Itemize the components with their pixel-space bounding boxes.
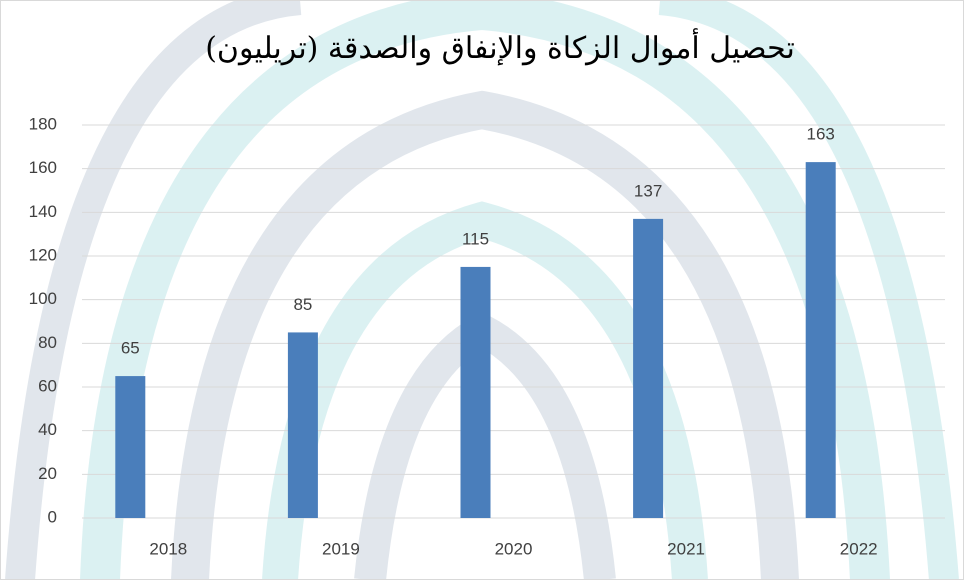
chart-title: تحصيل أموال الزكاة والإنفاق والصدقة (تري… — [205, 28, 795, 66]
x-tick-label: 2018 — [149, 539, 187, 558]
y-tick-label: 100 — [29, 289, 57, 308]
y-tick-label: 80 — [38, 333, 57, 352]
data-label: 65 — [121, 339, 140, 358]
bar — [461, 267, 491, 518]
y-tick-label: 180 — [29, 114, 57, 133]
bar — [288, 332, 318, 518]
y-tick-label: 0 — [48, 507, 57, 526]
y-tick-label: 60 — [38, 376, 57, 395]
data-label: 137 — [634, 181, 662, 200]
x-tick-label: 2022 — [840, 539, 878, 558]
chart: تحصيل أموال الزكاة والإنفاق والصدقة (تري… — [0, 0, 964, 580]
data-label: 85 — [293, 295, 312, 314]
y-tick-label: 160 — [29, 158, 57, 177]
x-tick-label: 2021 — [667, 539, 705, 558]
y-tick-label: 140 — [29, 202, 57, 221]
bar — [115, 376, 145, 518]
y-tick-label: 20 — [38, 464, 57, 483]
bar — [806, 162, 836, 518]
data-label: 163 — [807, 125, 835, 144]
y-tick-label: 40 — [38, 420, 57, 439]
bar — [633, 219, 663, 518]
y-tick-label: 120 — [29, 245, 57, 264]
x-tick-label: 2019 — [322, 539, 360, 558]
x-tick-label: 2020 — [495, 539, 533, 558]
data-label: 115 — [462, 229, 489, 248]
